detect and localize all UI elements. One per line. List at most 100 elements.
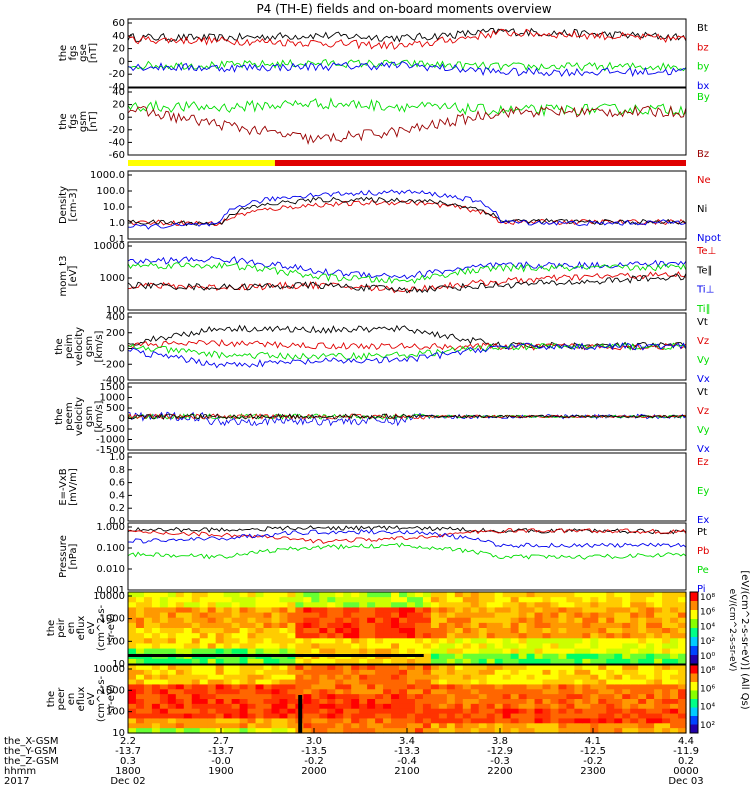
- spectrogram-cell: [670, 633, 679, 639]
- spectrogram-cell: [319, 638, 328, 645]
- spectrogram-cell: [159, 723, 169, 729]
- spectrogram-cell: [486, 708, 496, 715]
- spectrogram-cell: [558, 679, 568, 686]
- spectrogram-cell: [678, 708, 687, 715]
- spectrogram-cell: [159, 728, 169, 734]
- spectrogram-cell: [438, 718, 448, 724]
- x-tick-x: 3.4: [399, 736, 415, 747]
- spectrogram-gap: [298, 695, 303, 733]
- spectrogram-cell: [399, 679, 408, 686]
- spectrogram-cell: [614, 703, 623, 710]
- spectrogram-cell: [287, 617, 296, 624]
- spectrogram-cell: [143, 694, 153, 700]
- spectrogram-cell: [175, 699, 185, 705]
- spectrogram-cell: [223, 699, 233, 705]
- spectrogram-cell: [167, 648, 177, 655]
- spectrogram-cell: [383, 597, 392, 603]
- spectrogram-cell: [654, 713, 663, 720]
- spectrogram-cell: [414, 602, 424, 609]
- spectrogram-cell: [630, 592, 639, 598]
- spectrogram-cell: [598, 679, 607, 686]
- colorbar-segment: [690, 637, 698, 647]
- spectrogram-cell: [263, 648, 273, 655]
- spectrogram-cell: [319, 602, 328, 609]
- spectrogram-cell: [335, 602, 344, 609]
- spectrogram-cell: [191, 665, 201, 671]
- spectrogram-cell: [295, 622, 304, 629]
- spectrogram-cell: [518, 674, 528, 681]
- spectrogram-cell: [486, 643, 496, 650]
- spectrogram-cell: [151, 622, 161, 629]
- spectrogram-cell: [438, 648, 448, 655]
- colorbar-segment: [690, 619, 698, 629]
- spectrogram-cell: [407, 674, 416, 681]
- spectrogram-cell: [622, 617, 631, 624]
- spectrogram-cell: [414, 628, 424, 634]
- spectrogram-cell: [135, 612, 145, 619]
- y-tick-label: 1000: [100, 393, 125, 404]
- spectrogram-cell: [430, 597, 440, 603]
- spectrogram-cell: [159, 638, 169, 645]
- spectrogram-cell: [638, 612, 647, 619]
- spectrogram-cell: [231, 665, 241, 671]
- spectrogram-cell: [255, 628, 265, 634]
- spectrogram-cell: [462, 617, 472, 624]
- spectrogram-cell: [375, 684, 384, 690]
- spectrogram-cell: [231, 669, 241, 676]
- spectrogram-cell: [335, 674, 344, 681]
- spectrogram-cell: [462, 597, 472, 603]
- spectrogram-cell: [295, 607, 304, 614]
- spectrogram-cell: [582, 718, 591, 724]
- spectrogram-cell: [502, 612, 512, 619]
- spectrogram-cell: [399, 669, 408, 676]
- spectrogram-cell: [534, 648, 544, 655]
- spectrogram-cell: [550, 612, 560, 619]
- spectrogram-cell: [167, 669, 177, 676]
- spectrogram-cell: [462, 689, 472, 695]
- spectrogram-cell: [574, 665, 583, 671]
- spectrogram-cell: [550, 648, 560, 655]
- spectrogram-cell: [128, 665, 137, 671]
- spectrogram-cell: [399, 665, 408, 671]
- spectrogram-cell: [239, 648, 249, 655]
- spectrogram-cell: [606, 597, 615, 603]
- spectrogram-cell: [446, 728, 456, 734]
- spectrogram-cell: [151, 612, 161, 619]
- spectrogram-cell: [175, 602, 185, 609]
- spectrogram-cell: [654, 718, 663, 724]
- spectrogram-cell: [231, 612, 241, 619]
- spectrogram-cell: [319, 674, 328, 681]
- spectrogram-cell: [327, 607, 336, 614]
- spectrogram-cell: [151, 674, 161, 681]
- spectrogram-cell: [558, 718, 568, 724]
- spectrogram-cell: [287, 718, 296, 724]
- spectrogram-cell: [454, 718, 464, 724]
- spectrogram-cell: [263, 684, 273, 690]
- spectrogram-cell: [590, 607, 599, 614]
- spectrogram-cell: [215, 643, 225, 650]
- spectrogram-cell: [207, 723, 217, 729]
- spectrogram-cell: [526, 597, 536, 603]
- spectrogram-cell: [399, 612, 408, 619]
- spectrogram-cell: [494, 648, 504, 655]
- spectrogram-cell: [271, 689, 281, 695]
- spectrogram-cell: [414, 708, 424, 715]
- spectrogram-cell: [303, 638, 312, 645]
- spectrogram-cell: [367, 648, 376, 655]
- series-Npot: [127, 189, 687, 230]
- spectrogram-cell: [295, 658, 304, 665]
- spectrogram-cell: [143, 718, 153, 724]
- spectrogram-cell: [542, 708, 552, 715]
- y-tick-label: 100: [106, 707, 125, 718]
- spectrogram-cell: [151, 602, 161, 609]
- y-axis-label-line: [mV/m]: [68, 468, 79, 506]
- spectrogram-cell: [167, 612, 177, 619]
- legend-entry-Vz: Vz: [697, 336, 709, 347]
- series-Pb: [127, 528, 687, 544]
- spectrogram-cell: [135, 703, 145, 710]
- spectrogram-cell: [518, 699, 528, 705]
- spectrogram-cell: [359, 628, 368, 634]
- spectrogram-cell: [159, 612, 169, 619]
- spectrogram-cell: [510, 679, 520, 686]
- spectrogram-cell: [279, 648, 289, 655]
